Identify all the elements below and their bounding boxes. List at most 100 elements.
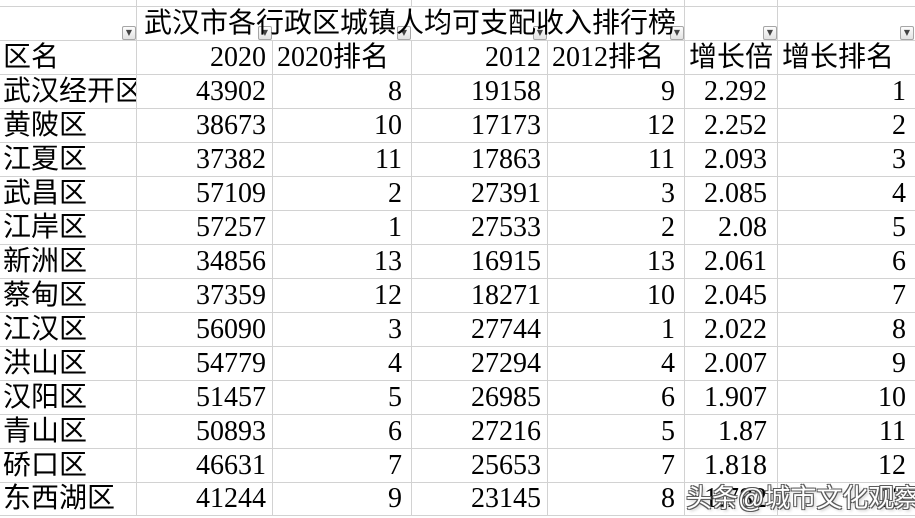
cell-income-2012[interactable]: 27294 — [412, 347, 548, 380]
cell-income-2020[interactable]: 43902 — [137, 75, 273, 108]
cell-growth-rank[interactable]: 13 — [878, 483, 906, 514]
column-header-2020[interactable]: 2020 — [137, 41, 273, 74]
cell-rank-2020[interactable]: 3 — [273, 313, 412, 346]
cell-income-2020[interactable]: 37359 — [137, 279, 273, 312]
cell-district[interactable]: 汉阳区 — [0, 381, 137, 414]
cell-rank-2012[interactable]: 9 — [548, 75, 685, 108]
cell-rank-2020[interactable]: 8 — [273, 75, 412, 108]
filter-dropdown-icon[interactable]: ▼ — [900, 26, 914, 40]
cell-rank-2012[interactable]: 3 — [548, 177, 685, 210]
cell-growth[interactable]: 2.292 — [685, 75, 778, 108]
cell-growth[interactable]: 2.093 — [685, 143, 778, 176]
cell-income-2020[interactable]: 34856 — [137, 245, 273, 278]
cell-income-2020[interactable]: 54779 — [137, 347, 273, 380]
cell-growth-rank[interactable]: 12 — [878, 450, 906, 481]
filter-dropdown-icon[interactable]: ▼ — [397, 26, 411, 40]
cell-rank-2012[interactable]: 12 — [548, 109, 685, 142]
cell-rank-2012[interactable]: 1 — [548, 313, 685, 346]
cell-income-2012[interactable]: 16915 — [412, 245, 548, 278]
cell-growth[interactable]: 2.08 — [685, 211, 778, 244]
cell-growth-rank[interactable]: 10 — [878, 382, 906, 413]
cell-income-2012[interactable]: 27533 — [412, 211, 548, 244]
title-row-empty-cell[interactable] — [0, 7, 137, 40]
filter-dropdown-icon[interactable]: ▼ — [763, 26, 777, 40]
cell-rank-2020[interactable]: 2 — [273, 177, 412, 210]
cell-rank-2020[interactable]: 6 — [273, 415, 412, 448]
cell-district[interactable]: 新洲区 — [0, 245, 137, 278]
cell-growth[interactable]: 1.87 — [685, 415, 778, 448]
cell-growth[interactable]: 2.007 — [685, 347, 778, 380]
column-header-district[interactable]: 区名 — [0, 41, 137, 74]
cell-growth[interactable]: 2.061 — [685, 245, 778, 278]
cell-rank-2020[interactable]: 10 — [273, 109, 412, 142]
cell-income-2020[interactable]: 38673 — [137, 109, 273, 142]
cell-growth-rank[interactable]: 3 — [892, 144, 906, 175]
cell-income-2020[interactable]: 37382 — [137, 143, 273, 176]
filter-dropdown-icon[interactable]: ▼ — [258, 26, 272, 40]
cell-income-2012[interactable]: 23145 — [412, 483, 548, 515]
cell-district[interactable]: 武昌区 — [0, 177, 137, 210]
cell-rank-2012[interactable]: 2 — [548, 211, 685, 244]
cell-district[interactable]: 青山区 — [0, 415, 137, 448]
cell-income-2020[interactable]: 50893 — [137, 415, 273, 448]
cell-income-2012[interactable]: 18271 — [412, 279, 548, 312]
cell-growth-rank[interactable]: 6 — [892, 246, 906, 277]
cell-income-2012[interactable]: 27216 — [412, 415, 548, 448]
cell-growth[interactable]: 1.907 — [685, 381, 778, 414]
column-header-2012[interactable]: 2012 — [412, 41, 548, 74]
cell-district[interactable]: 江夏区 — [0, 143, 137, 176]
cell-income-2012[interactable]: 17863 — [412, 143, 548, 176]
cell-rank-2020[interactable]: 12 — [273, 279, 412, 312]
cell-growth[interactable]: 2.045 — [685, 279, 778, 312]
cell-rank-2020[interactable]: 5 — [273, 381, 412, 414]
title-row-empty-cell[interactable] — [685, 7, 778, 40]
cell-income-2020[interactable]: 51457 — [137, 381, 273, 414]
cell-rank-2012[interactable]: 6 — [548, 381, 685, 414]
cell-rank-2012[interactable]: 8 — [548, 483, 685, 515]
cell-district[interactable]: 硚口区 — [0, 449, 137, 482]
cell-rank-2020[interactable]: 11 — [273, 143, 412, 176]
cell-rank-2020[interactable]: 13 — [273, 245, 412, 278]
cell-growth-rank[interactable]: 2 — [892, 110, 906, 141]
title-row-empty-cell[interactable] — [778, 7, 915, 40]
cell-rank-2012[interactable]: 5 — [548, 415, 685, 448]
cell-district[interactable]: 蔡甸区 — [0, 279, 137, 312]
cell-income-2012[interactable]: 19158 — [412, 75, 548, 108]
cell-income-2012[interactable]: 27744 — [412, 313, 548, 346]
cell-district[interactable]: 东西湖区 — [0, 483, 137, 515]
cell-income-2020[interactable]: 56090 — [137, 313, 273, 346]
cell-rank-2012[interactable]: 11 — [548, 143, 685, 176]
column-header-growth[interactable]: 增长倍 — [685, 41, 778, 74]
cell-income-2012[interactable]: 25653 — [412, 449, 548, 482]
cell-district[interactable]: 江岸区 — [0, 211, 137, 244]
cell-income-2012[interactable]: 27391 — [412, 177, 548, 210]
cell-growth[interactable]: 2.252 — [685, 109, 778, 142]
cell-rank-2012[interactable]: 10 — [548, 279, 685, 312]
cell-income-2020[interactable]: 57257 — [137, 211, 273, 244]
cell-growth[interactable]: 2.085 — [685, 177, 778, 210]
cell-rank-2012[interactable]: 4 — [548, 347, 685, 380]
cell-district[interactable]: 黄陂区 — [0, 109, 137, 142]
column-header-2012-rank[interactable]: 2012排名 — [548, 41, 685, 74]
cell-growth-rank[interactable]: 11 — [879, 416, 906, 447]
cell-growth-rank[interactable]: 4 — [892, 178, 906, 209]
cell-rank-2012[interactable]: 7 — [548, 449, 685, 482]
column-header-2020-rank[interactable]: 2020排名 — [273, 41, 412, 74]
cell-income-2020[interactable]: 57109 — [137, 177, 273, 210]
cell-growth-rank[interactable]: 1 — [892, 76, 906, 107]
cell-growth-rank[interactable]: 5 — [892, 212, 906, 243]
cell-rank-2020[interactable]: 9 — [273, 483, 412, 515]
cell-growth[interactable]: 2.022 — [685, 313, 778, 346]
cell-growth[interactable]: 1.818 — [685, 449, 778, 482]
filter-dropdown-icon[interactable]: ▼ — [670, 26, 684, 40]
cell-district[interactable]: 洪山区 — [0, 347, 137, 380]
cell-growth-rank[interactable]: 9 — [892, 348, 906, 379]
filter-dropdown-icon[interactable]: ▼ — [122, 26, 136, 40]
cell-income-2012[interactable]: 26985 — [412, 381, 548, 414]
cell-rank-2020[interactable]: 1 — [273, 211, 412, 244]
title-cell[interactable]: 武汉市各行政区城镇人均可支配收入排行榜 — [137, 7, 685, 40]
column-header-growth-rank[interactable]: 增长排名 — [782, 42, 895, 73]
cell-growth-rank[interactable]: 8 — [892, 314, 906, 345]
cell-rank-2012[interactable]: 13 — [548, 245, 685, 278]
cell-income-2012[interactable]: 17173 — [412, 109, 548, 142]
